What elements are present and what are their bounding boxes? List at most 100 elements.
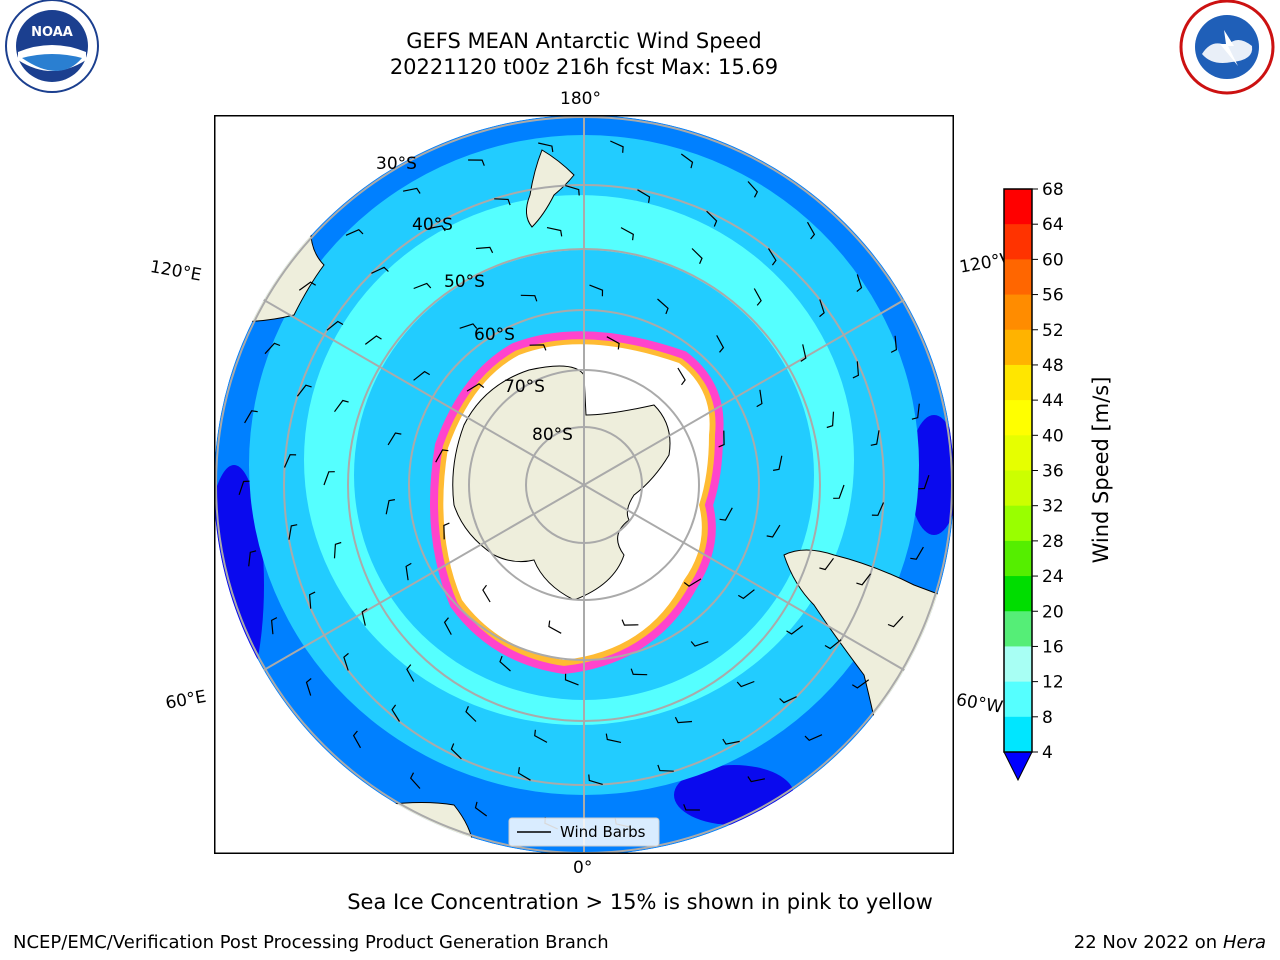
wind-barb (264, 342, 281, 355)
new-zealand (526, 149, 575, 228)
wind-barb (800, 344, 807, 362)
wind-barb (352, 730, 362, 749)
wind-barb (786, 625, 804, 635)
wind-barb (443, 522, 450, 540)
wind-barb (333, 541, 342, 559)
caption: Sea Ice Concentration > 15% is shown in … (347, 890, 933, 914)
colorbar-tick-label: 8 (1042, 708, 1053, 728)
wind-barb (610, 140, 624, 153)
wind-barb (413, 282, 432, 290)
wind-barbs (238, 140, 930, 830)
wind-barb (308, 591, 316, 609)
legend: Wind Barbs (508, 817, 660, 847)
wind-barb (517, 767, 531, 781)
wind-barb (722, 738, 740, 745)
colorbar-tick-label: 68 (1042, 180, 1064, 200)
lon-label-0: 0° (573, 858, 593, 878)
lat-label-80: 80°S (532, 425, 573, 445)
colorbar-tick-label: 32 (1042, 497, 1064, 517)
colorbar-segment (1004, 716, 1032, 753)
wind-barb (706, 210, 718, 227)
wind-barb (385, 499, 396, 515)
wind-barb (683, 578, 702, 587)
wind-barb (548, 620, 562, 634)
colorbar-segment (1004, 470, 1032, 507)
footer-date: 22 Nov 2022 on (1073, 932, 1218, 953)
wind-barb (364, 335, 382, 345)
wind-barb (520, 294, 538, 302)
colorbar-extend-arrow (1003, 751, 1033, 782)
colorbar-tick-label: 56 (1042, 286, 1064, 306)
wind-barb (911, 403, 920, 420)
wind-barb (529, 344, 547, 351)
wind-barb (466, 383, 485, 392)
wind-barb (238, 480, 250, 495)
wind-barb (248, 550, 257, 567)
footer-machine: Hera (1222, 932, 1266, 953)
chart-subtitle: 20221120 t00z 216h fcst Max: 15.69 (389, 55, 779, 79)
colorbar-segment (1004, 435, 1032, 471)
ocean-dark-patch-ne (909, 415, 954, 535)
colorbar-tick-label: 52 (1042, 321, 1064, 341)
lon-label-180: 180° (560, 89, 601, 109)
wind-barb (657, 764, 674, 772)
colorbar-segment (1004, 540, 1032, 577)
wind-barb (683, 804, 700, 811)
lon-label-120e: 120°E (148, 257, 203, 286)
colorbar-tick-label: 16 (1042, 637, 1064, 657)
wind-barb (409, 772, 421, 789)
colorbar-segment (1004, 329, 1032, 366)
wind-barb (428, 225, 446, 232)
lat-label-60: 60°S (474, 325, 515, 345)
wind-barb (288, 524, 298, 540)
wind-barb (890, 335, 898, 353)
wind-barb (443, 617, 452, 635)
wind-barb (465, 705, 477, 722)
colorbar-tick-label: 28 (1042, 532, 1064, 552)
wind-barb (833, 484, 845, 499)
wind-barb (538, 142, 554, 153)
wind-barb (589, 284, 604, 297)
colorbar-segment (1004, 364, 1032, 401)
colorbar-tick-label: 60 (1042, 250, 1064, 270)
colorbar-tick-label: 48 (1042, 356, 1064, 376)
wind-barb (674, 716, 693, 724)
wind-barb (326, 320, 344, 331)
colorbar-segment (1004, 505, 1032, 542)
wind-barb (343, 652, 349, 671)
colorbar-tick-label: 4 (1042, 743, 1053, 763)
wind-barb (772, 455, 783, 471)
wind-barb (296, 384, 312, 397)
wind-barb (475, 246, 494, 254)
wind-barb (565, 185, 580, 196)
colorbar-segment (1004, 611, 1032, 647)
wind-barb (499, 655, 511, 672)
colorbar-label: Wind Speed [m/s] (1089, 377, 1113, 564)
polar-map: 30°S 40°S 50°S 60°S 70°S 80°S Wind Barbs (214, 115, 954, 854)
wind-barb (361, 608, 368, 626)
wind-barb (680, 153, 694, 169)
wind-barb (482, 584, 491, 603)
lat-label-50: 50°S (444, 272, 485, 292)
wind-barb (736, 680, 755, 688)
antarctica (452, 365, 671, 601)
wind-barb (630, 668, 648, 676)
lon-label-60e: 60°E (164, 686, 208, 714)
wind-barb (856, 274, 863, 292)
wind-barb (819, 557, 834, 571)
colorbar-tick-label: 44 (1042, 391, 1064, 411)
footer-right: 22 Nov 2022 on Hera (1074, 932, 1266, 953)
colorbar-segment (1004, 189, 1032, 225)
wind-barb (391, 704, 401, 722)
wind-barb (605, 733, 622, 743)
wind-barb (270, 617, 278, 635)
colorbar-tick-label: 64 (1042, 215, 1064, 235)
wind-barb (435, 449, 449, 463)
wind-barb (637, 189, 651, 203)
wind-barb (588, 774, 603, 785)
colorbar-segment (1004, 400, 1032, 436)
wind-barb (468, 159, 485, 166)
wind-barb (819, 299, 825, 318)
colorbar-tick-label: 36 (1042, 462, 1064, 482)
wind-barb (387, 432, 402, 446)
